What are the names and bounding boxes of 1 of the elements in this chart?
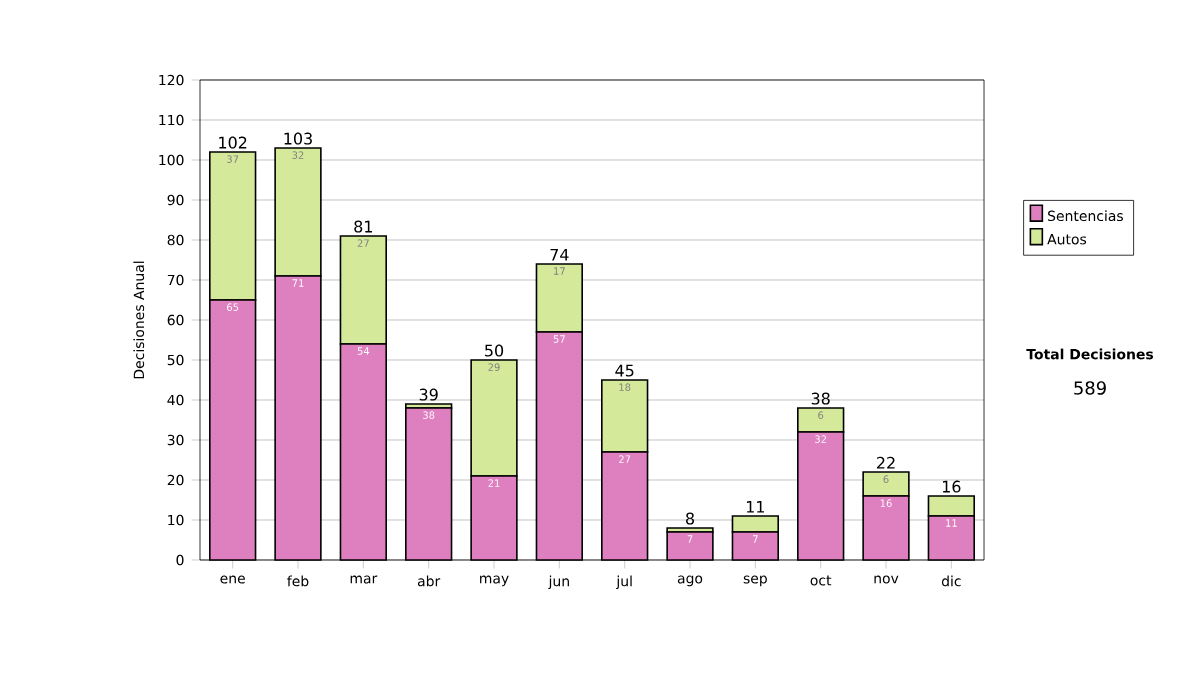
text: 589 <box>1074 381 1106 395</box>
